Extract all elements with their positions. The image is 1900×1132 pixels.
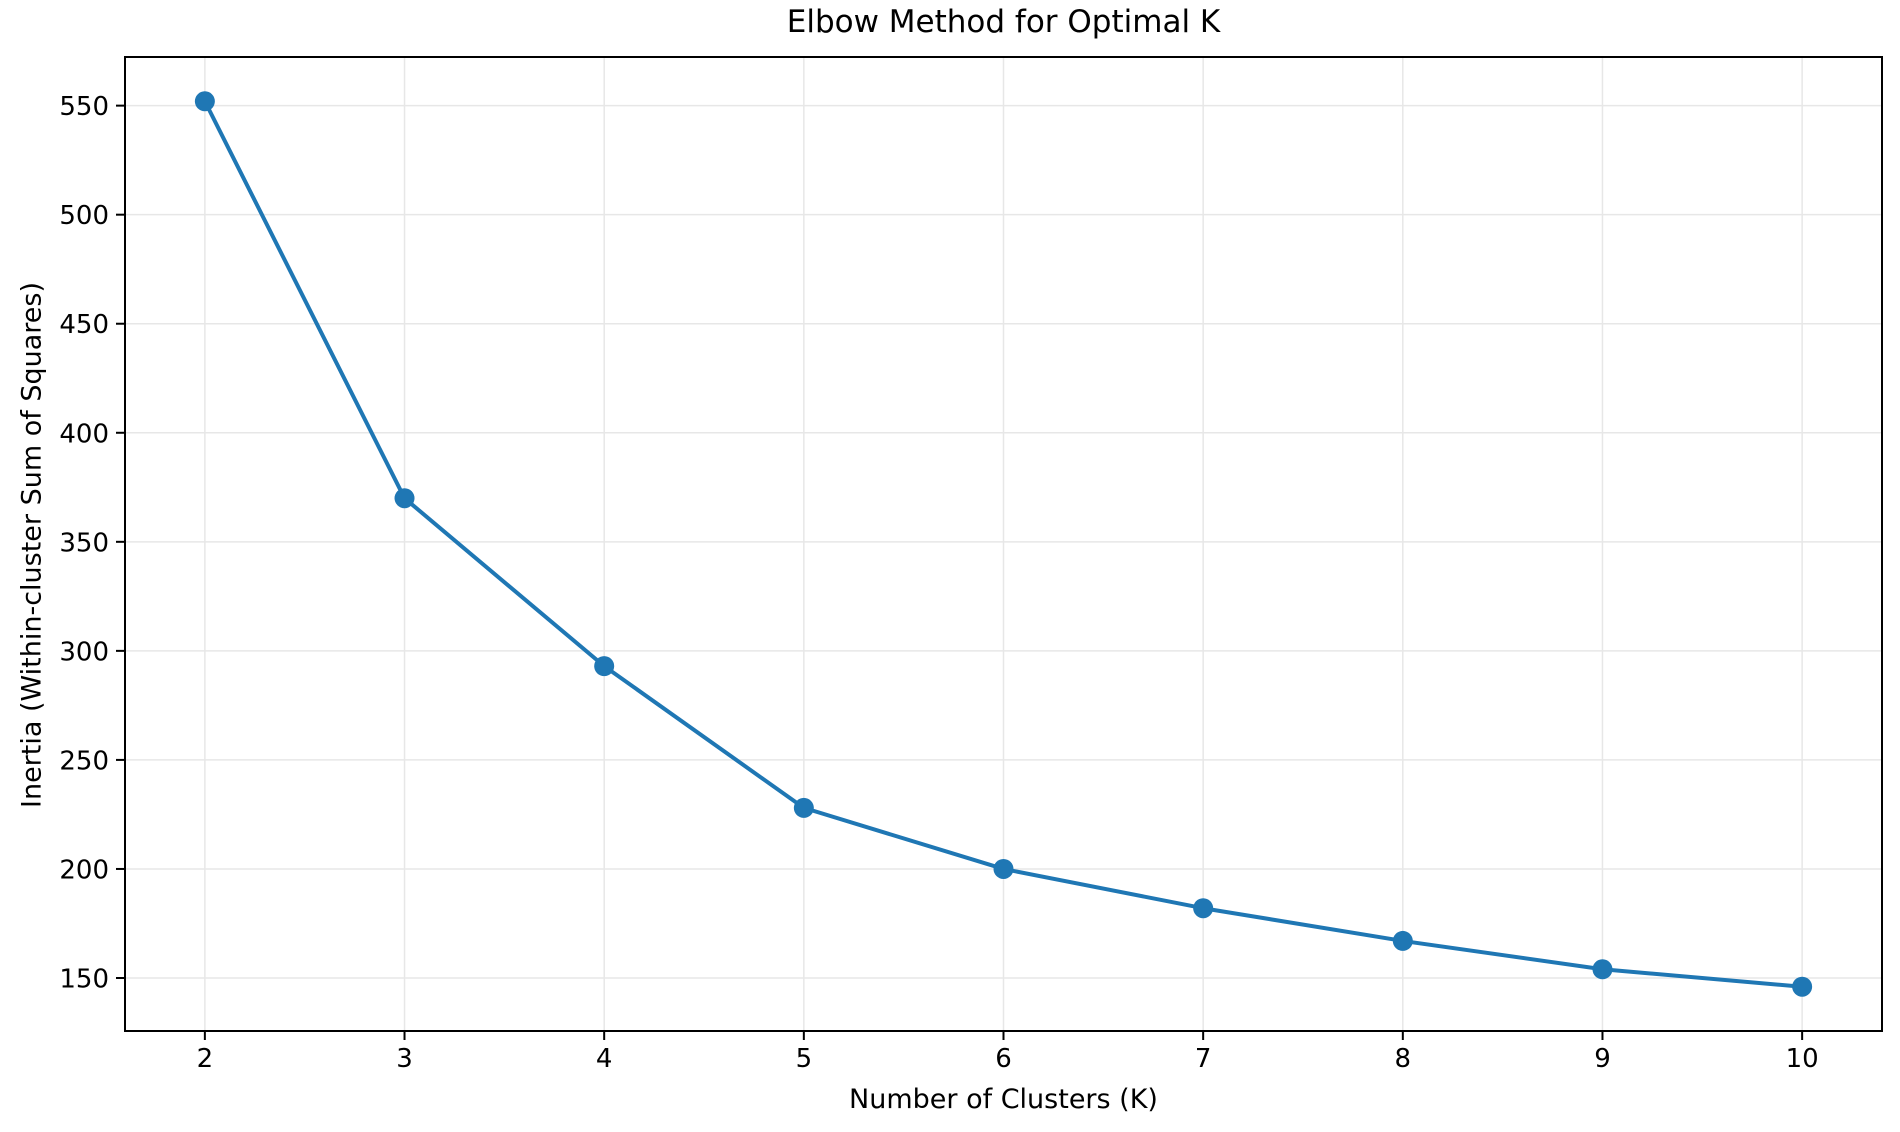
x-tick-label: 5	[796, 1044, 813, 1074]
data-point	[594, 656, 615, 677]
y-tick-label: 450	[59, 310, 109, 340]
x-tick-label: 8	[1395, 1044, 1412, 1074]
data-point	[993, 858, 1014, 879]
x-tick-label: 4	[596, 1044, 613, 1074]
y-tick-label: 250	[59, 746, 109, 776]
x-tick-label: 2	[197, 1044, 214, 1074]
data-point	[793, 797, 814, 818]
y-axis-label-text: Inertia (Within-cluster Sum of Squares)	[16, 282, 48, 808]
y-tick-label: 550	[59, 92, 109, 122]
x-tick-label: 9	[1594, 1044, 1611, 1074]
y-tick-label: 300	[59, 637, 109, 667]
y-tick-label: 150	[59, 965, 109, 995]
data-point	[394, 488, 415, 509]
data-point	[1792, 976, 1813, 997]
data-point	[194, 91, 215, 112]
data-point	[1592, 959, 1613, 980]
x-tick-label: 6	[995, 1044, 1012, 1074]
y-tick-label: 350	[59, 528, 109, 558]
y-tick-label: 400	[59, 419, 109, 449]
x-tick-label: 10	[1786, 1044, 1819, 1074]
data-point	[1193, 898, 1214, 919]
x-tick-label: 7	[1195, 1044, 1212, 1074]
chart-title: Elbow Method for Optimal K	[786, 4, 1221, 40]
x-tick-label: 3	[396, 1044, 413, 1074]
x-axis-label: Number of Clusters (K)	[849, 1084, 1158, 1115]
y-tick-label: 200	[59, 855, 109, 885]
y-tick-label: 500	[59, 201, 109, 231]
data-point	[1392, 930, 1413, 951]
